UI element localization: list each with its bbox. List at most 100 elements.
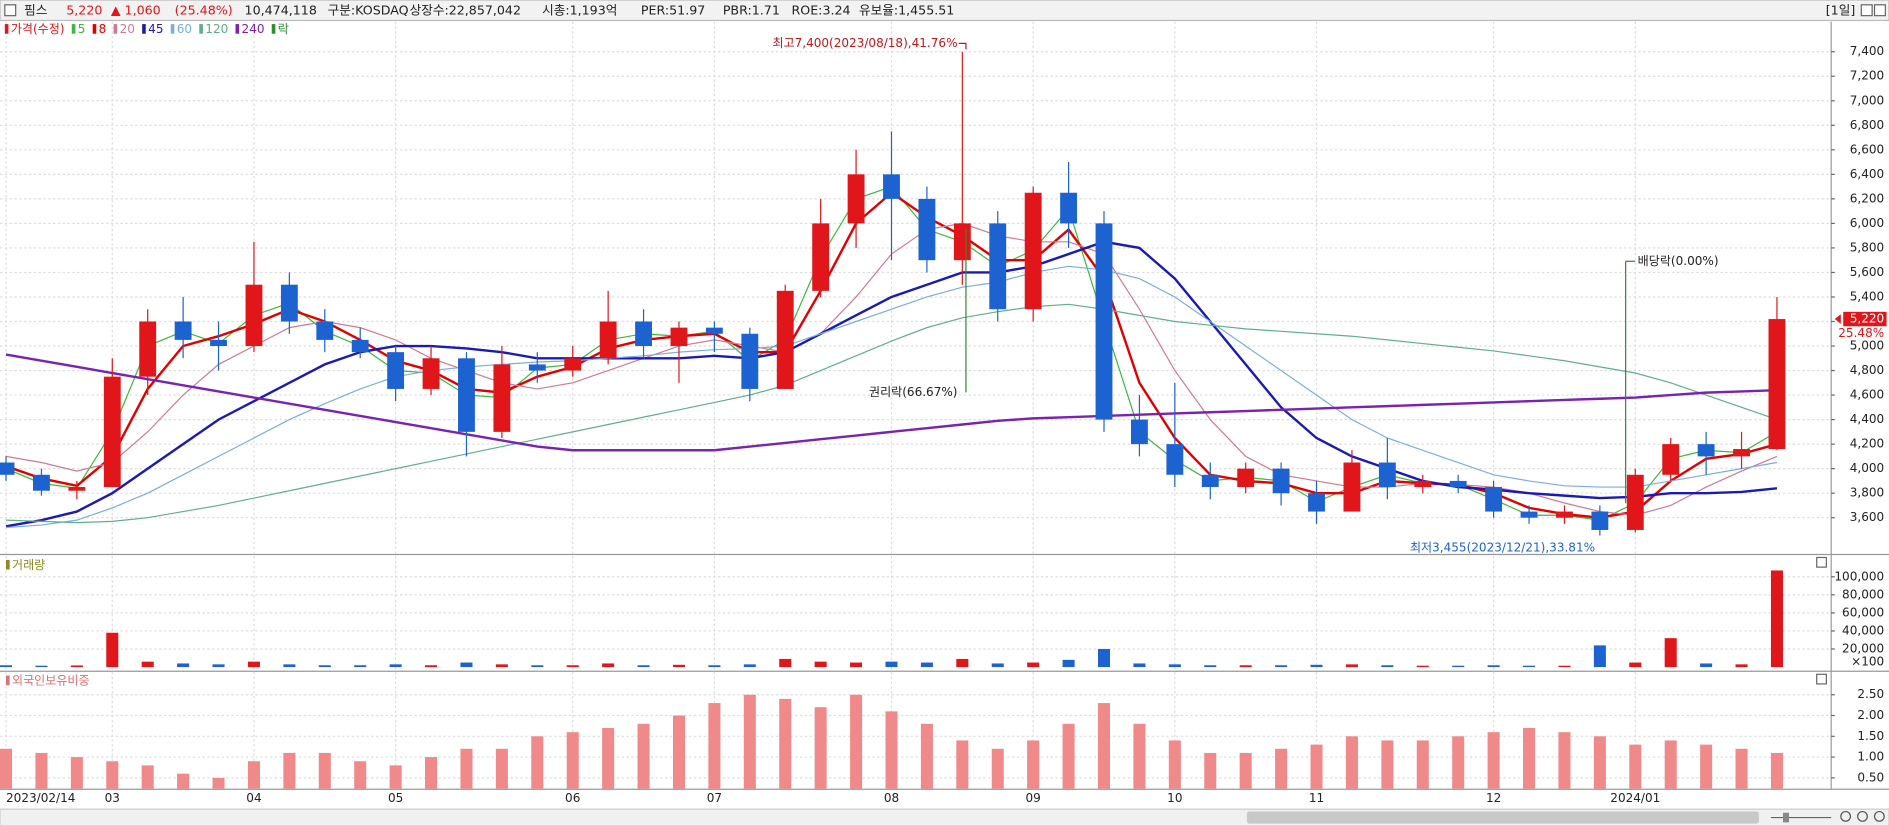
candle-body	[1414, 480, 1432, 488]
bar	[1027, 740, 1040, 789]
bar	[1487, 665, 1500, 668]
candle-body	[528, 364, 546, 371]
bar	[177, 773, 190, 789]
candle-body	[458, 358, 475, 432]
y-tick-label: 6,000	[1850, 216, 1884, 230]
candle-body	[1272, 468, 1290, 494]
zoom-icon[interactable]	[1840, 810, 1852, 822]
candle-body	[1237, 468, 1255, 488]
bar	[637, 723, 650, 789]
legend-swatch	[235, 24, 240, 34]
bar	[247, 661, 260, 668]
bar	[1700, 663, 1713, 668]
panel-button[interactable]	[1816, 556, 1827, 568]
bar	[35, 752, 48, 789]
bar	[566, 732, 579, 789]
bar	[283, 664, 296, 668]
panel-swatch	[6, 559, 10, 570]
x-tick-label: 08	[884, 791, 899, 805]
bar	[1168, 664, 1181, 668]
y-tick-label: 0.50	[1857, 770, 1884, 784]
candle-body	[1556, 511, 1573, 518]
bar	[1204, 665, 1217, 668]
legend-label: 120	[205, 22, 228, 36]
x-tick-label: 06	[565, 791, 580, 805]
stock-name: 핌스	[24, 2, 47, 17]
legend-swatch	[170, 24, 175, 34]
bar	[106, 632, 119, 668]
y-tick-label: 4,400	[1850, 412, 1884, 426]
legend-swatch	[199, 24, 203, 34]
candle-body	[1733, 449, 1750, 457]
y-tick-label: 3,800	[1850, 486, 1884, 500]
candle-body	[599, 321, 617, 359]
close-button[interactable]	[1873, 4, 1886, 17]
bar	[920, 662, 933, 668]
y-tick-label: 7,400	[1850, 44, 1884, 58]
bar	[814, 661, 827, 668]
x-tick-label: 11	[1309, 791, 1324, 805]
bar	[495, 748, 508, 789]
bar	[318, 752, 331, 789]
bar	[743, 664, 756, 668]
bar	[1275, 748, 1288, 789]
bar	[212, 777, 225, 789]
y-tick-label: 4,600	[1850, 388, 1884, 402]
bar	[141, 765, 154, 789]
bar	[1770, 570, 1783, 668]
bar	[602, 727, 615, 789]
candle-body	[0, 462, 15, 475]
candle-body	[741, 333, 759, 389]
y-tick-label: 20,000	[1842, 642, 1884, 656]
y-tick-label: 1.50	[1857, 729, 1884, 743]
per: PER:51.97	[641, 2, 705, 17]
bar	[814, 707, 827, 789]
change-pct: (25.48%)	[175, 2, 233, 17]
legend-label: 60	[177, 22, 192, 36]
bar	[1700, 744, 1713, 789]
price-tag	[1843, 311, 1887, 327]
bar	[1133, 663, 1146, 668]
bar	[1168, 740, 1181, 789]
bar	[1770, 752, 1783, 789]
candle-body	[670, 327, 688, 347]
legend-label: 5	[78, 22, 86, 36]
reserve: 유보율:1,455.51	[859, 2, 954, 17]
unit-label: ×100	[1851, 655, 1884, 669]
panel-swatch	[6, 675, 10, 686]
legend-label: 20	[120, 22, 135, 36]
bar	[460, 662, 473, 668]
y-tick-label: 4,800	[1850, 363, 1884, 377]
bar	[708, 665, 721, 668]
scroll-thumb[interactable]	[1246, 811, 1759, 824]
candle-body	[847, 174, 865, 224]
y-tick-label: 40,000	[1842, 623, 1884, 637]
candle-body	[953, 223, 971, 261]
legend-label: 240	[242, 22, 265, 36]
candle-body	[316, 321, 334, 340]
candle-body	[1591, 511, 1609, 530]
y-tick-label: 100,000	[1834, 569, 1884, 583]
period-button[interactable]: [1일]	[1826, 2, 1856, 17]
y-tick-label: 6,800	[1850, 118, 1884, 132]
legend-swatch	[113, 24, 118, 34]
panel-button[interactable]	[1816, 673, 1827, 685]
candle-body	[705, 327, 723, 334]
zoom-handle[interactable]	[1782, 812, 1790, 823]
bar	[672, 664, 686, 668]
zoom-icon[interactable]	[1873, 810, 1885, 822]
candle-body	[883, 174, 900, 199]
max-button[interactable]	[1860, 4, 1873, 17]
zoom-icon[interactable]	[1857, 810, 1868, 822]
bar	[991, 663, 1004, 668]
y-tick-label: 60,000	[1842, 605, 1884, 619]
candle-body	[1024, 192, 1042, 310]
bar	[425, 665, 438, 668]
header-checkbox[interactable]	[4, 4, 17, 17]
market: 구분:KOSDAQ	[328, 2, 409, 17]
bar	[1416, 740, 1429, 789]
bar	[1204, 752, 1217, 789]
candle-body	[1343, 462, 1361, 512]
legend-swatch	[71, 24, 76, 34]
